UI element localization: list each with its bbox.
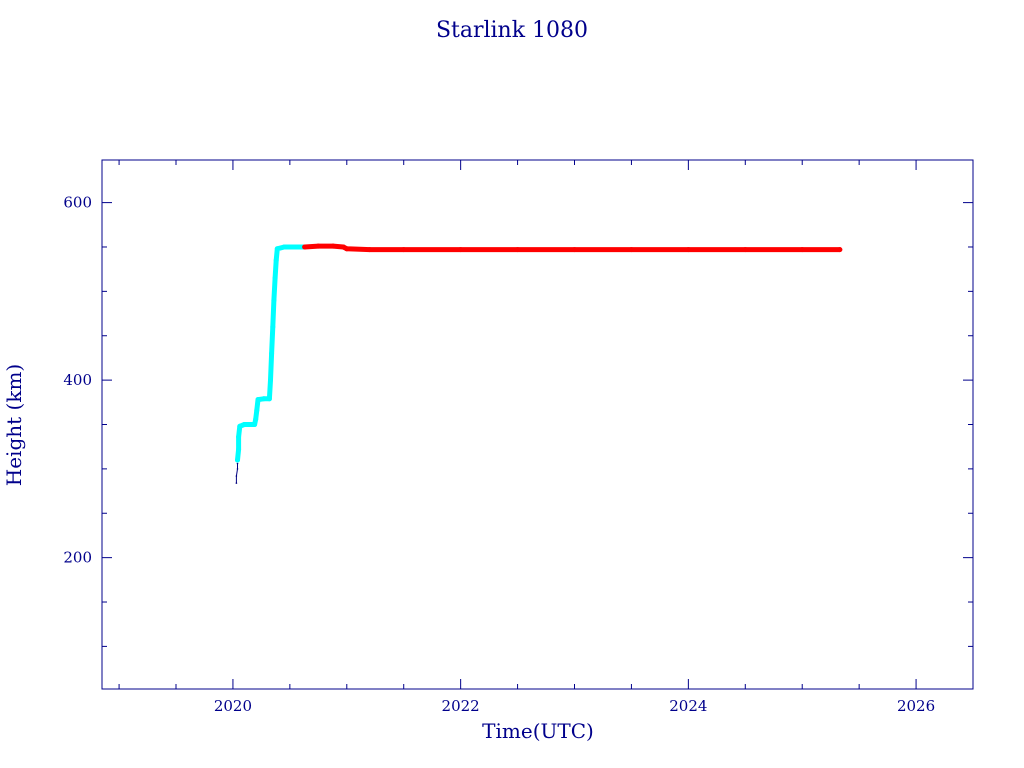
axis-ticks [102, 160, 974, 689]
data-point [246, 422, 252, 427]
data-point [241, 422, 247, 427]
data-point [269, 351, 275, 356]
data-point [742, 247, 748, 253]
data-point [235, 482, 238, 484]
data-point [237, 423, 243, 429]
data-point [837, 247, 843, 253]
data-point [273, 257, 279, 263]
data-point [253, 416, 259, 422]
data-point [293, 244, 299, 250]
data-point [252, 422, 258, 427]
x-tick-label: 2026 [897, 697, 935, 715]
data-point [271, 297, 277, 303]
data-point [458, 247, 464, 253]
data-point [287, 244, 293, 250]
data-point [236, 462, 239, 465]
x-tick-label: 2022 [442, 697, 480, 715]
y-tick-label: 600 [63, 194, 92, 212]
data-point [236, 446, 242, 452]
data-point [255, 397, 261, 403]
data-point [266, 396, 272, 402]
data-point [685, 247, 691, 253]
chart-title: Starlink 1080 [436, 18, 588, 43]
data-point [628, 247, 634, 253]
data-point [236, 468, 239, 470]
data-point [344, 246, 350, 252]
data-point [401, 247, 407, 253]
data-point [572, 247, 577, 253]
data-series [235, 243, 843, 484]
data-point [270, 324, 276, 330]
data-point [261, 396, 267, 402]
x-tick-label: 2020 [214, 697, 252, 715]
data-point [254, 407, 260, 413]
data-point [302, 244, 308, 250]
y-tick-label: 400 [63, 371, 92, 389]
data-point [274, 246, 280, 252]
plot-frame [101, 159, 974, 690]
data-point [515, 247, 521, 253]
series-line [235, 463, 238, 484]
x-axis-label: Time(UTC) [482, 719, 594, 743]
x-tick-label: 2024 [669, 697, 707, 715]
data-point [235, 475, 238, 477]
y-tick-label: 200 [63, 549, 92, 567]
data-point [367, 247, 373, 253]
data-point [268, 377, 273, 383]
data-point [330, 243, 336, 249]
tick-labels: 2020 2022 2024 2026 200 400 600 [63, 194, 935, 715]
data-point [272, 275, 278, 281]
data-point [235, 457, 240, 463]
data-point [236, 434, 242, 440]
y-axis-label: Height (km) [2, 364, 26, 486]
data-point [315, 243, 321, 249]
data-point [281, 244, 287, 250]
data-point [799, 247, 805, 253]
